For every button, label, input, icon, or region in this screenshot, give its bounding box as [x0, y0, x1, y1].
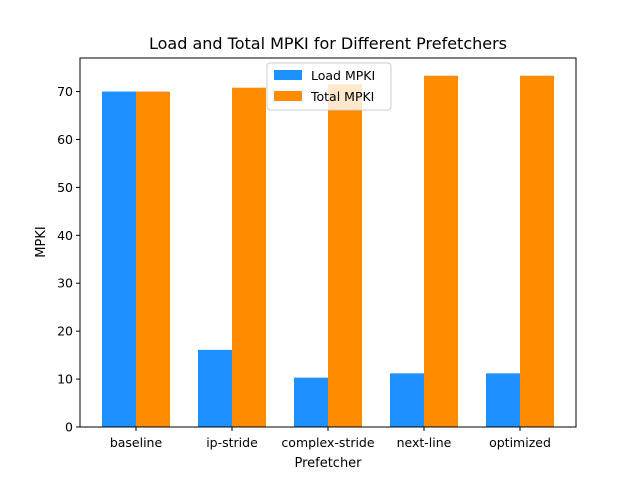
- y-tick-label: 10: [57, 372, 73, 387]
- x-tick-label: ip-stride: [206, 435, 258, 450]
- x-axis-label: Prefetcher: [294, 456, 362, 471]
- bar-load-mpki-baseline: [102, 91, 136, 427]
- bar-total-mpki-next-line: [424, 75, 458, 427]
- legend-entry: Total MPKI: [310, 89, 374, 104]
- y-tick-label: 20: [57, 324, 73, 339]
- legend: Load MPKI Total MPKI: [266, 62, 392, 111]
- y-tick-label: 60: [57, 132, 73, 147]
- legend-entry: Load MPKI: [311, 68, 375, 83]
- x-axis: baseline ip-stride complex-stride next-line…: [110, 427, 551, 450]
- x-tick-label: complex-stride: [281, 435, 374, 450]
- y-tick-label: 50: [57, 180, 73, 195]
- y-axis: 0 10 20 30 40 50 60 70: [57, 84, 80, 435]
- bar-load-mpki-ip-stride: [198, 349, 232, 427]
- bar-total-mpki-complex-stride: [328, 84, 362, 427]
- bar-load-mpki-complex-stride: [294, 377, 328, 427]
- y-tick-label: 0: [65, 420, 73, 435]
- y-axis-label: MPKI: [34, 226, 49, 257]
- y-tick-label: 70: [57, 84, 73, 99]
- bar-total-mpki-optimized: [520, 75, 554, 427]
- bar-total-mpki-ip-stride: [232, 87, 266, 428]
- chart-title: Load and Total MPKI for Different Prefet…: [149, 34, 507, 53]
- legend-swatch: [274, 91, 302, 101]
- bars-layer: [102, 75, 554, 428]
- y-tick-label: 40: [57, 228, 73, 243]
- bar-total-mpki-baseline: [136, 91, 170, 427]
- x-tick-label: baseline: [110, 435, 163, 450]
- bar-load-mpki-next-line: [390, 373, 424, 427]
- y-tick-label: 30: [57, 276, 73, 291]
- legend-swatch: [274, 70, 302, 80]
- x-tick-label: next-line: [397, 435, 452, 450]
- bar-load-mpki-optimized: [486, 373, 520, 427]
- x-tick-label: optimized: [489, 435, 551, 450]
